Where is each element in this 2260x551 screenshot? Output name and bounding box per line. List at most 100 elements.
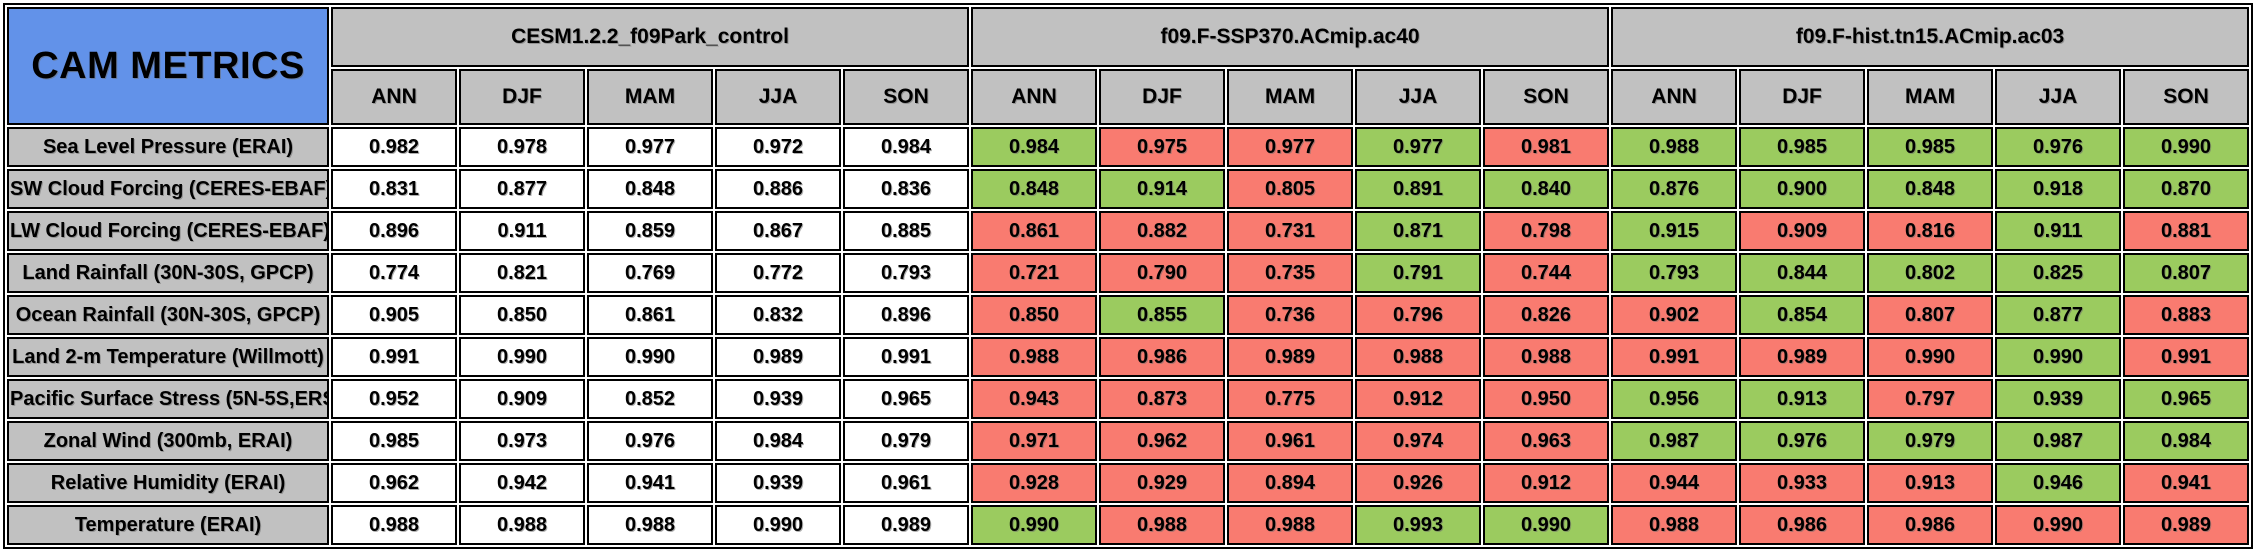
metric-value-cell: 0.840 bbox=[1483, 169, 1610, 209]
metric-value-cell: 0.915 bbox=[1611, 211, 1738, 251]
metric-value-cell: 0.977 bbox=[1355, 127, 1482, 167]
metric-label: Relative Humidity (ERAI) bbox=[7, 463, 329, 503]
metric-value-cell: 0.854 bbox=[1739, 295, 1866, 335]
metric-value-cell: 0.848 bbox=[1867, 169, 1994, 209]
metric-value-cell: 0.855 bbox=[1099, 295, 1226, 335]
metric-value-cell: 0.988 bbox=[1483, 337, 1610, 377]
metric-value-cell: 0.774 bbox=[331, 253, 457, 293]
metric-value-cell: 0.911 bbox=[1995, 211, 2122, 251]
season-header: SON bbox=[1483, 69, 1610, 125]
metric-value-cell: 0.990 bbox=[1995, 337, 2122, 377]
metric-value-cell: 0.912 bbox=[1355, 379, 1482, 419]
metric-value-cell: 0.926 bbox=[1355, 463, 1482, 503]
table-body: Sea Level Pressure (ERAI) 0.982 0.978 0.977… bbox=[7, 127, 2250, 545]
model-name-header: f09.F-hist.tn15.ACmip.ac03 bbox=[1611, 7, 2250, 67]
metric-value-cell: 0.991 bbox=[843, 337, 970, 377]
metric-value-cell: 0.988 bbox=[1099, 505, 1226, 545]
metric-value-cell: 0.877 bbox=[1995, 295, 2122, 335]
metric-value-cell: 0.928 bbox=[971, 463, 1098, 503]
metric-value-cell: 0.941 bbox=[2123, 463, 2250, 503]
metric-value-cell: 0.977 bbox=[1227, 127, 1354, 167]
metric-value-cell: 0.989 bbox=[715, 337, 841, 377]
metric-value-cell: 0.913 bbox=[1867, 463, 1994, 503]
metric-value-cell: 0.831 bbox=[331, 169, 457, 209]
metric-value-cell: 0.911 bbox=[459, 211, 585, 251]
metric-value-cell: 0.988 bbox=[331, 505, 457, 545]
metric-value-cell: 0.832 bbox=[715, 295, 841, 335]
model-name-header: f09.F-SSP370.ACmip.ac40 bbox=[971, 7, 1610, 67]
model-header-row: CAM METRICS CESM1.2.2_f09Park_control f09.… bbox=[7, 7, 2250, 125]
table-row: Ocean Rainfall (30N-30S, GPCP) 0.905 0.850… bbox=[7, 295, 2250, 335]
metric-label: Temperature (ERAI) bbox=[7, 505, 329, 545]
metric-value-cell: 0.989 bbox=[2123, 505, 2250, 545]
metric-label: Sea Level Pressure (ERAI) bbox=[7, 127, 329, 167]
metric-value-cell: 0.988 bbox=[971, 337, 1098, 377]
metric-value-cell: 0.946 bbox=[1995, 463, 2122, 503]
metric-value-cell: 0.807 bbox=[1867, 295, 1994, 335]
metric-value-cell: 0.905 bbox=[331, 295, 457, 335]
season-header: SON bbox=[2123, 69, 2250, 125]
season-header: MAM bbox=[1867, 69, 1994, 125]
metric-value-cell: 0.850 bbox=[971, 295, 1098, 335]
metric-value-cell: 0.896 bbox=[843, 295, 970, 335]
metric-value-cell: 0.985 bbox=[1867, 127, 1994, 167]
metric-value-cell: 0.990 bbox=[459, 337, 585, 377]
season-header-row: ANN DJF MAM JJA SON ANN DJF MAM JJA SON ANN DJF MAM J… bbox=[7, 69, 2250, 125]
season-header: JJA bbox=[1995, 69, 2122, 125]
table-row: Relative Humidity (ERAI) 0.962 0.942 0.941 0… bbox=[7, 463, 2250, 503]
metric-value-cell: 0.965 bbox=[843, 379, 970, 419]
metric-value-cell: 0.989 bbox=[1739, 337, 1866, 377]
metric-value-cell: 0.984 bbox=[843, 127, 970, 167]
table-header: CAM METRICS CESM1.2.2_f09Park_control f09.… bbox=[7, 7, 2250, 125]
metric-value-cell: 0.979 bbox=[843, 421, 970, 461]
metric-value-cell: 0.933 bbox=[1739, 463, 1866, 503]
metric-value-cell: 0.990 bbox=[715, 505, 841, 545]
metric-value-cell: 0.825 bbox=[1995, 253, 2122, 293]
metric-value-cell: 0.731 bbox=[1227, 211, 1354, 251]
metric-value-cell: 0.894 bbox=[1227, 463, 1354, 503]
metric-value-cell: 0.902 bbox=[1611, 295, 1738, 335]
model-name-header: CESM1.2.2_f09Park_control bbox=[331, 7, 970, 67]
table-row: Pacific Surface Stress (5N-5S,ERS) 0.952 0… bbox=[7, 379, 2250, 419]
table-title: CAM METRICS bbox=[7, 7, 329, 125]
metric-value-cell: 0.961 bbox=[843, 463, 970, 503]
metric-value-cell: 0.870 bbox=[2123, 169, 2250, 209]
metric-value-cell: 0.985 bbox=[1739, 127, 1866, 167]
metric-value-cell: 0.900 bbox=[1739, 169, 1866, 209]
metric-value-cell: 0.736 bbox=[1227, 295, 1354, 335]
metric-value-cell: 0.977 bbox=[587, 127, 713, 167]
table-row: Temperature (ERAI) 0.988 0.988 0.988 0.990 0.… bbox=[7, 505, 2250, 545]
metric-value-cell: 0.807 bbox=[2123, 253, 2250, 293]
metric-value-cell: 0.793 bbox=[1611, 253, 1738, 293]
metric-value-cell: 0.988 bbox=[1611, 127, 1738, 167]
metric-label: Land 2-m Temperature (Willmott) bbox=[7, 337, 329, 377]
metric-value-cell: 0.943 bbox=[971, 379, 1098, 419]
metric-value-cell: 0.861 bbox=[971, 211, 1098, 251]
metric-value-cell: 0.988 bbox=[459, 505, 585, 545]
metric-value-cell: 0.881 bbox=[2123, 211, 2250, 251]
season-header: MAM bbox=[1227, 69, 1354, 125]
metric-value-cell: 0.988 bbox=[1611, 505, 1738, 545]
metric-label: Land Rainfall (30N-30S, GPCP) bbox=[7, 253, 329, 293]
metric-value-cell: 0.944 bbox=[1611, 463, 1738, 503]
metric-value-cell: 0.950 bbox=[1483, 379, 1610, 419]
metric-value-cell: 0.962 bbox=[1099, 421, 1226, 461]
metric-value-cell: 0.896 bbox=[331, 211, 457, 251]
metric-value-cell: 0.876 bbox=[1611, 169, 1738, 209]
season-header: DJF bbox=[1099, 69, 1226, 125]
metric-value-cell: 0.871 bbox=[1355, 211, 1482, 251]
metric-value-cell: 0.769 bbox=[587, 253, 713, 293]
metric-value-cell: 0.844 bbox=[1739, 253, 1866, 293]
metric-value-cell: 0.971 bbox=[971, 421, 1098, 461]
metric-label: SW Cloud Forcing (CERES-EBAF) bbox=[7, 169, 329, 209]
metric-value-cell: 0.965 bbox=[2123, 379, 2250, 419]
metric-value-cell: 0.941 bbox=[587, 463, 713, 503]
metric-value-cell: 0.939 bbox=[715, 463, 841, 503]
metric-value-cell: 0.721 bbox=[971, 253, 1098, 293]
metric-value-cell: 0.984 bbox=[971, 127, 1098, 167]
metric-value-cell: 0.791 bbox=[1355, 253, 1482, 293]
table-row: SW Cloud Forcing (CERES-EBAF) 0.831 0.877 0… bbox=[7, 169, 2250, 209]
metric-value-cell: 0.991 bbox=[2123, 337, 2250, 377]
metric-value-cell: 0.976 bbox=[1995, 127, 2122, 167]
metric-value-cell: 0.744 bbox=[1483, 253, 1610, 293]
